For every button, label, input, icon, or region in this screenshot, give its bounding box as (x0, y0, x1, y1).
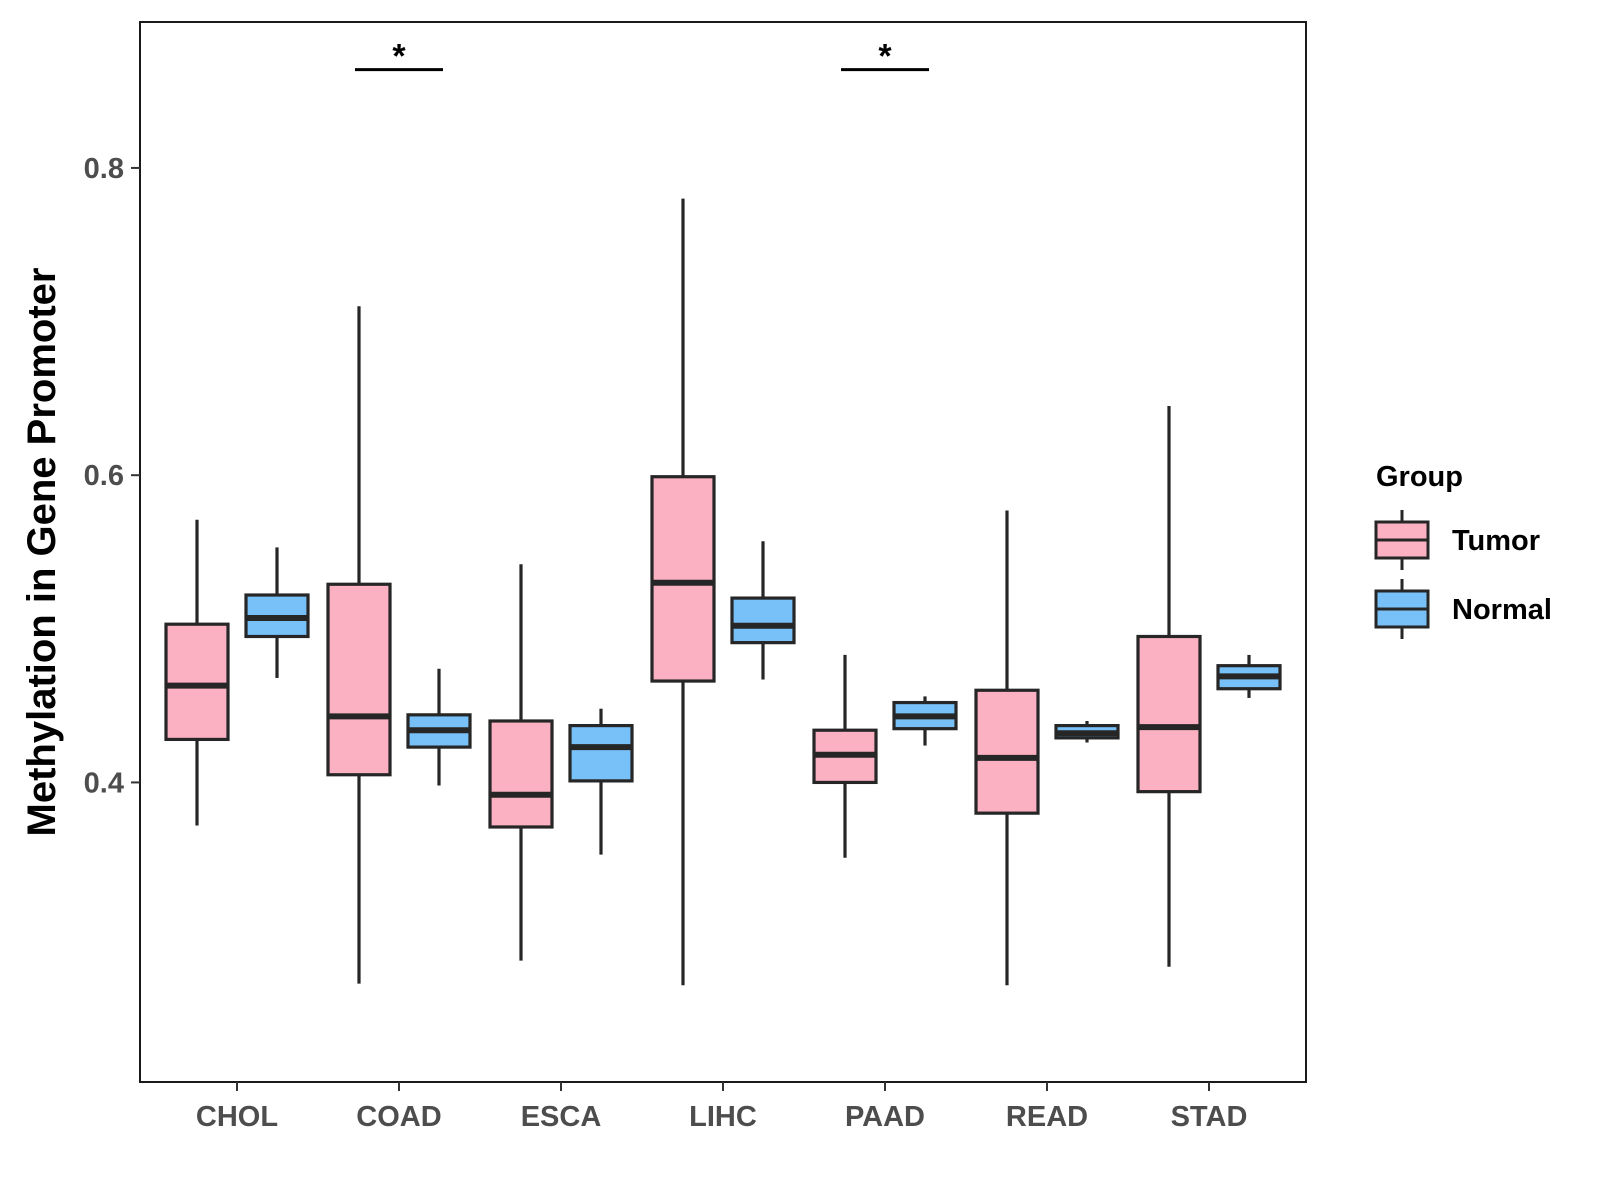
box-normal-paad (892, 696, 958, 746)
box-tumor-lihc (650, 198, 716, 986)
box-tumor-paad (812, 654, 878, 858)
legend-label-normal: Normal (1452, 594, 1552, 626)
x-tick-label-chol: CHOL (196, 1101, 278, 1133)
x-tick-label-lihc: LIHC (689, 1101, 757, 1133)
significance-star-coad: * (392, 38, 406, 76)
y-axis: 0.4 0.6 0.8 (84, 153, 140, 799)
box-tumor-stad (1136, 406, 1202, 967)
x-tick-label-esca: ESCA (521, 1101, 602, 1133)
significance-star-paad: * (878, 38, 892, 76)
box-tumor-chol (164, 519, 230, 826)
y-tick-label-0.4: 0.4 (84, 767, 124, 799)
box-tumor-read (974, 510, 1040, 986)
box-body-tumor-lihc (650, 475, 716, 683)
box-body-tumor-stad (1136, 634, 1202, 794)
x-tick-label-read: READ (1006, 1101, 1088, 1133)
box-body-normal-lihc (730, 596, 796, 645)
box-body-normal-esca (568, 723, 634, 783)
y-tick-label-0.6: 0.6 (84, 460, 124, 492)
legend-item-tumor: Tumor (1374, 510, 1540, 570)
x-tick-label-paad: PAAD (845, 1101, 925, 1133)
legend: Group Tumor Normal (1374, 461, 1552, 639)
y-axis-label: Methylation in Gene Promoter (20, 268, 64, 837)
box-normal-lihc (730, 541, 796, 680)
box-normal-stad (1216, 654, 1282, 698)
box-tumor-coad (326, 306, 392, 984)
x-tick-label-coad: COAD (356, 1101, 441, 1133)
box-normal-esca (568, 708, 634, 855)
legend-title: Group (1376, 461, 1463, 493)
x-axis: CHOL COAD ESCA LIHC PAAD READ STAD (196, 1082, 1247, 1133)
legend-item-normal: Normal (1374, 579, 1552, 639)
legend-label-tumor: Tumor (1452, 525, 1540, 557)
box-normal-coad (406, 668, 472, 786)
box-body-tumor-chol (164, 622, 230, 742)
y-tick-label-0.8: 0.8 (84, 153, 124, 185)
x-tick-label-stad: STAD (1171, 1101, 1248, 1133)
box-normal-read (1054, 720, 1120, 743)
box-body-tumor-read (974, 688, 1040, 815)
significance-layer: * * (355, 38, 929, 76)
box-tumor-esca (488, 564, 554, 961)
box-normal-chol (244, 547, 310, 678)
box-body-tumor-esca (488, 719, 554, 829)
plot-panel (139, 21, 1307, 1083)
box-body-tumor-coad (326, 582, 392, 777)
box-layer (164, 198, 1282, 986)
